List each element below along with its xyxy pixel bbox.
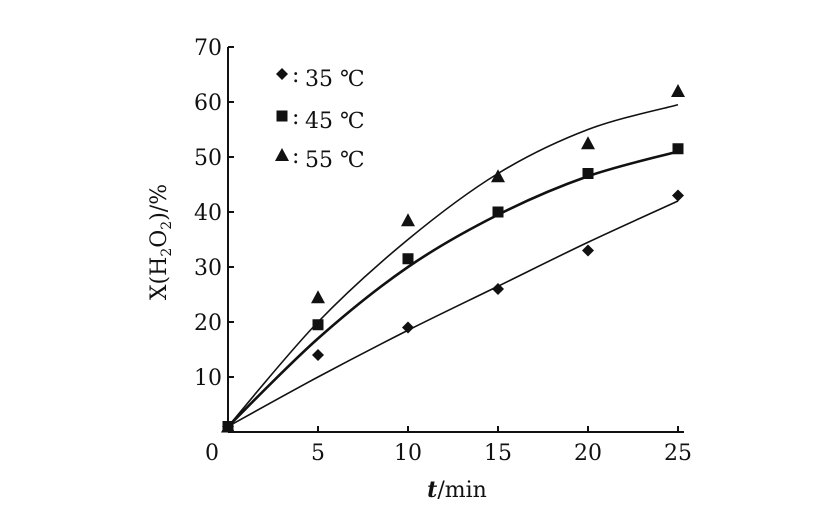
- x-tick-label: 20: [574, 441, 602, 466]
- x-axis-label-unit: /min: [437, 478, 486, 503]
- data-point: [671, 84, 685, 97]
- series-fit-line: [227, 103, 679, 428]
- x-tick-label: 25: [664, 441, 692, 466]
- data-point: [672, 189, 684, 202]
- y-tick-label: 20: [194, 311, 222, 336]
- y-axis-label-main: X(H: [147, 257, 172, 300]
- x-tick-label: 10: [394, 441, 422, 466]
- data-point: [312, 319, 324, 331]
- x-tick-label: 5: [311, 441, 325, 466]
- legend-marker: [276, 110, 288, 122]
- data-point: [221, 419, 235, 433]
- x-tick-label: 0: [205, 441, 219, 466]
- series-fit-line: [227, 150, 679, 428]
- legend-separator: :: [292, 63, 299, 88]
- x-axis-label-var: t: [427, 477, 437, 503]
- data-point: [492, 283, 504, 295]
- y-tick-label: 50: [194, 146, 222, 171]
- y-tick-label: 10: [194, 366, 222, 391]
- data-point: [492, 206, 504, 218]
- y-axis-label-sub2: 2: [159, 221, 175, 230]
- y-tick-label: 30: [194, 256, 222, 281]
- x-axis-label: t/min: [427, 477, 487, 503]
- data-point: [582, 244, 594, 257]
- data-point: [581, 136, 595, 150]
- legend-separator: :: [292, 105, 299, 130]
- data-point: [311, 290, 325, 304]
- legend-marker: [276, 68, 288, 80]
- legend-label: 55 ℃: [305, 148, 365, 173]
- legend-separator: :: [292, 144, 299, 169]
- series-fit-line: [227, 200, 679, 428]
- data-point: [402, 253, 414, 265]
- data-point: [312, 349, 324, 361]
- y-axis-label-mid: O: [147, 230, 172, 248]
- data-point: [582, 168, 594, 179]
- y-axis-label-end: )/%: [147, 184, 172, 221]
- data-point: [491, 169, 505, 183]
- legend-label: 45 ℃: [305, 109, 365, 134]
- legend-label: 35 ℃: [305, 67, 365, 92]
- y-axis-label-sub1: 2: [159, 248, 175, 257]
- data-point: [401, 213, 415, 227]
- legend-marker: [275, 148, 289, 161]
- y-axis-label: X(H2O2)/%: [147, 184, 175, 300]
- y-tick-label: 60: [194, 91, 222, 116]
- data-point: [672, 143, 684, 155]
- data-point: [402, 321, 414, 334]
- y-tick-label: 40: [194, 201, 222, 226]
- x-tick-label: 15: [484, 441, 512, 466]
- y-tick-label: 70: [194, 36, 222, 61]
